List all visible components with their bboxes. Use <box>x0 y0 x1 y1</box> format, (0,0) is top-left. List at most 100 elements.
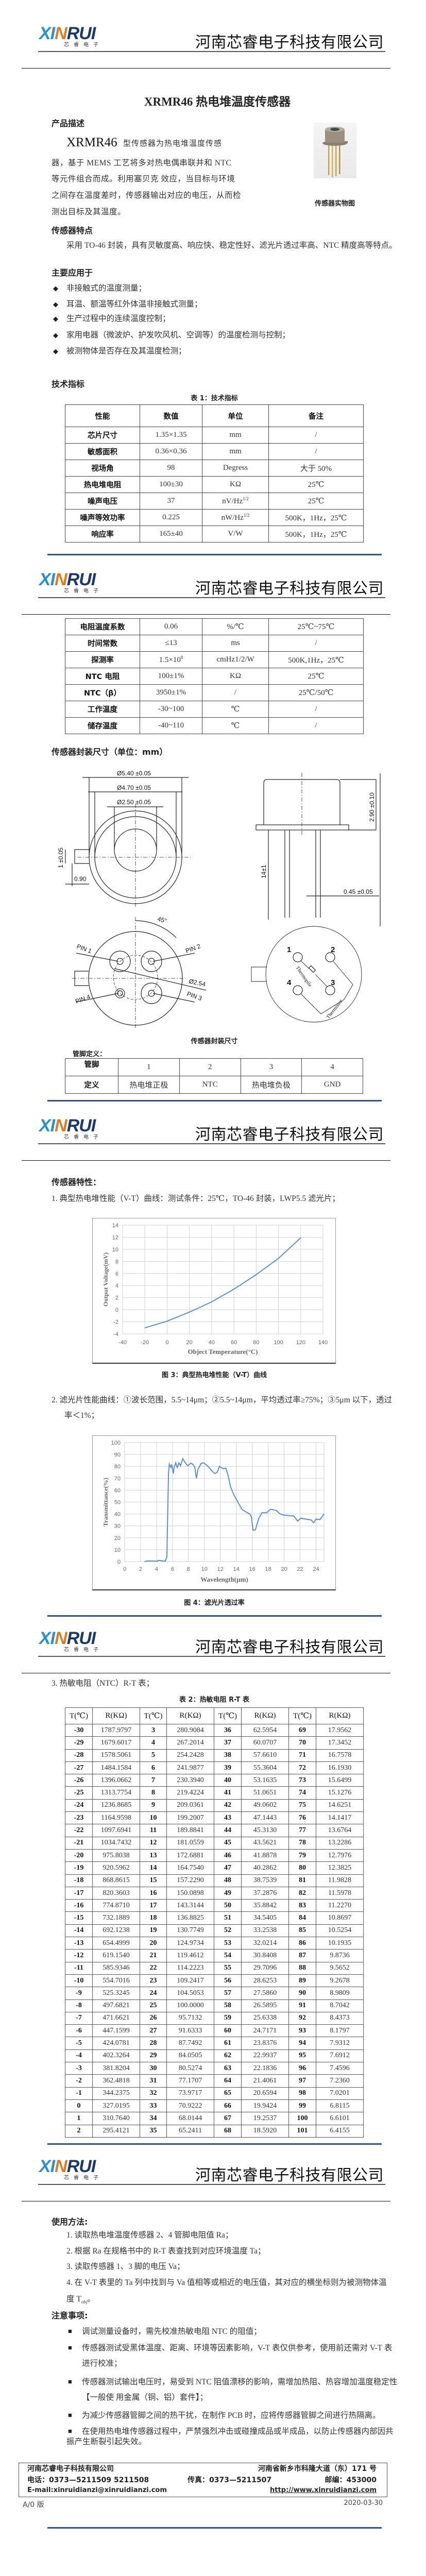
temperature-cell: 68 <box>214 2124 242 2138</box>
temperature-cell: 21 <box>140 1949 167 1962</box>
temperature-cell: -23 <box>65 1811 93 1825</box>
spec-row: 噪声电压 37 nV/Hz1/2 25℃ <box>65 493 364 510</box>
desc-line: 等元件组合而成。利用塞贝克 效应，当目标与环境 <box>52 175 235 183</box>
column-header: 备注 <box>268 404 364 427</box>
temperature-cell: 1 <box>65 2112 93 2125</box>
resistance-cell: 65.2411 <box>166 2124 214 2138</box>
resistance-cell: 692.1238 <box>92 1924 140 1938</box>
application-item: 非接触式的温度测量； <box>66 284 147 293</box>
header-rule <box>38 2184 385 2185</box>
y-tick-label: -2 <box>113 1319 118 1326</box>
data-point <box>211 1301 212 1302</box>
column-header: T(℃) <box>140 1707 167 1724</box>
spec-name: 时间常数 <box>65 635 140 652</box>
temperature-cell: 22 <box>140 1961 167 1975</box>
series-line <box>144 1237 301 1329</box>
footer-email[interactable]: E-mail:xinruidianzi@xinruidianzi.com <box>27 2486 167 2494</box>
desc-line: 测出目标及其温度。 <box>52 208 126 216</box>
pin-label: PIN 3 <box>186 990 203 1003</box>
x-tick-label: 60 <box>231 1340 237 1346</box>
resistance-cell: 1236.8685 <box>92 1799 140 1812</box>
y-tick-label: 12 <box>112 1234 118 1241</box>
header-rule <box>38 597 385 598</box>
resistance-cell: 23.8376 <box>241 2037 289 2050</box>
x-tick-label: -20 <box>141 1340 149 1346</box>
characteristics-heading: 传感器特性： <box>52 1177 101 1187</box>
footer-company: 河南芯睿电子科技有限公司 <box>27 2465 114 2473</box>
temperature-cell: 50 <box>214 1899 242 1912</box>
resistance-cell: 619.1540 <box>92 1949 140 1962</box>
def-row-label: 定义 <box>65 1076 118 1094</box>
xinrui-logo: XINRUI 芯睿电子 <box>39 1117 116 1141</box>
resistance-cell: 17.9562 <box>316 1723 364 1737</box>
temperature-cell: 66 <box>214 2099 242 2113</box>
spec-row: 敏感面积 0.36×0.36 mm / <box>65 443 364 460</box>
table1-caption: 表 1：技术指标 <box>191 395 238 402</box>
resistance-cell: 254.2428 <box>166 1749 214 1762</box>
resistance-cell: 402.3264 <box>92 2049 140 2063</box>
resistance-cell: 7.9312 <box>316 2037 364 2050</box>
pin-label: PIN 2 <box>184 942 201 955</box>
temperature-cell: 84 <box>288 1911 316 1925</box>
temperature-cell: -26 <box>65 1774 93 1787</box>
resistance-cell: 41.8878 <box>241 1849 289 1862</box>
resistance-cell: 9.8736 <box>316 1949 364 1962</box>
resistance-cell: 28.6253 <box>241 1974 289 1988</box>
y-axis-label: Transmittance(%) <box>102 1478 109 1526</box>
table-row: -24 1236.8685 9 209.0361 42 49.0602 75 14.6251 <box>65 1799 364 1812</box>
temperature-cell: -3 <box>65 2062 93 2075</box>
x-tick-label: 140 <box>318 1340 328 1346</box>
temperature-cell: 55 <box>214 1961 242 1975</box>
temperature-cell: -14 <box>65 1924 93 1938</box>
spec-unit: Degress <box>202 460 269 477</box>
temperature-cell: -11 <box>65 1961 93 1975</box>
resistance-cell: 189.8841 <box>166 1824 214 1837</box>
dim-label: Ø2.54 <box>188 977 206 988</box>
square-bullet-icon: ■ <box>68 2427 72 2435</box>
resistance-cell: 172.6881 <box>166 1849 214 1862</box>
temperature-cell: 70 <box>288 1736 316 1750</box>
data-point <box>270 1509 271 1510</box>
resistance-cell: 554.7016 <box>92 1974 140 1988</box>
temperature-cell: 63 <box>214 2062 242 2075</box>
resistance-cell: 49.0602 <box>241 1799 289 1812</box>
x-axis-label: Wavelength(μm) <box>200 1575 248 1583</box>
table-row: -25 1313.7754 8 219.4224 41 51.0651 74 15.1276 <box>65 1786 364 1800</box>
table-row: -1 344.2375 32 73.9717 65 20.6594 98 7.0201 <box>65 2087 364 2100</box>
package-drawing: Ø5.40 ±0.05 Ø4.70 ±0.05 Ø2.50 ±0.05 1 ±0… <box>57 770 381 1028</box>
table-row: -27 1484.1584 6 241.9877 39 55.3604 72 16.1930 <box>65 1761 364 1775</box>
spec-value: -40~110 <box>140 717 202 734</box>
table-row: -13 654.4999 20 124.9734 53 32.0214 86 10.1935 <box>65 1937 364 1950</box>
table-row: 0 327.0195 33 70.9222 66 19.9424 99 6.8115 <box>65 2099 364 2113</box>
diamond-bullet-icon: ◆ <box>53 315 58 323</box>
resistance-cell: 6.8115 <box>316 2099 364 2113</box>
header-rule <box>38 1656 385 1657</box>
y-tick-label: 14 <box>112 1223 118 1229</box>
resistance-cell: 16.1930 <box>316 1761 364 1775</box>
usage-end: 。 <box>87 2295 95 2303</box>
table-row: -4 402.3264 29 84.0505 62 22.9937 95 7.6912 <box>65 2049 364 2063</box>
application-item: 生产过程中的连续温度控制； <box>66 314 171 323</box>
spec-name: 工作温度 <box>65 701 140 718</box>
xinrui-logo: XINRUI 芯睿电子 <box>39 2158 116 2181</box>
resistance-cell: 33.2538 <box>241 1924 289 1938</box>
y-axis-label: Output Voltage(mV) <box>102 1252 109 1307</box>
temperature-cell: 95 <box>288 2049 316 2063</box>
table-row: -7 471.6621 26 95.7132 59 25.6338 92 8.4373 <box>65 2011 364 2025</box>
resistance-cell: 30.8408 <box>241 1949 289 1962</box>
temperature-cell: 35 <box>140 2124 167 2138</box>
x-tick-label: 24 <box>313 1566 319 1572</box>
footer-website-link[interactable]: http://www.xinruidianzi.com <box>270 2486 377 2494</box>
square-bullet-icon: ■ <box>68 2344 72 2351</box>
pin-label: PIN 4 <box>74 993 91 1005</box>
table-row: -14 692.1238 19 130.7749 52 33.2538 85 10.5254 <box>65 1924 364 1938</box>
spec-unit: nW/Hz1/2 <box>202 509 269 526</box>
resistance-cell: 109.2417 <box>166 1974 214 1988</box>
table-row: -9 525.3245 24 104.5053 57 27.5860 90 8.9809 <box>65 1987 364 2000</box>
spec-row: 电阻温度系数 0.06 %/℃ 25℃~75℃ <box>65 618 364 635</box>
resistance-cell: 219.4224 <box>166 1786 214 1800</box>
temperature-cell: 99 <box>288 2099 316 2113</box>
pin-label: PIN 1 <box>76 943 93 955</box>
x-tick-label: 22 <box>297 1566 303 1572</box>
